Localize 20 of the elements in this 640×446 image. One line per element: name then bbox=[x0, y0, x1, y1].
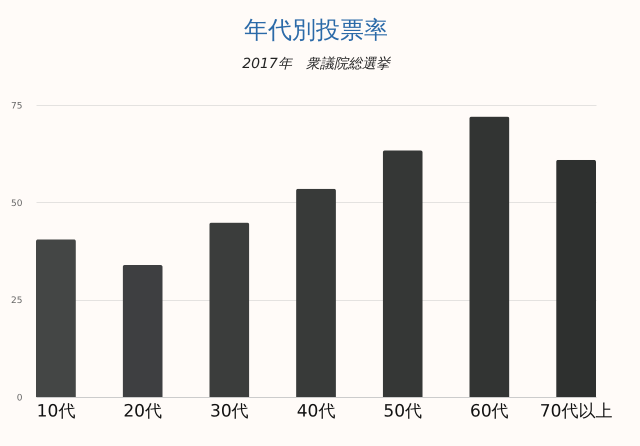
x-tick-label: 30代 bbox=[210, 402, 249, 422]
x-tick-label: 20代 bbox=[123, 402, 162, 422]
y-tick-label: 0 bbox=[16, 394, 23, 404]
x-tick-label: 60代 bbox=[470, 402, 509, 422]
bar bbox=[122, 265, 163, 397]
y-tick-label: 50 bbox=[11, 198, 23, 209]
bar bbox=[382, 150, 423, 397]
bar bbox=[556, 160, 596, 397]
chart-title: 年代別投票率 bbox=[244, 16, 388, 44]
bar bbox=[469, 116, 510, 397]
x-tick-label: 40代 bbox=[296, 402, 336, 422]
chart-subtitle: 2017年 衆議院総選挙 bbox=[242, 56, 391, 72]
bar bbox=[209, 222, 250, 397]
bar bbox=[296, 188, 336, 397]
x-tick-label: 10代 bbox=[36, 402, 76, 422]
y-tick-label: 75 bbox=[11, 102, 22, 112]
x-tick-label: 70代以上 bbox=[540, 402, 612, 422]
x-tick-label: 50代 bbox=[383, 402, 422, 422]
bar bbox=[36, 239, 76, 397]
y-tick-label: 25 bbox=[11, 296, 22, 306]
